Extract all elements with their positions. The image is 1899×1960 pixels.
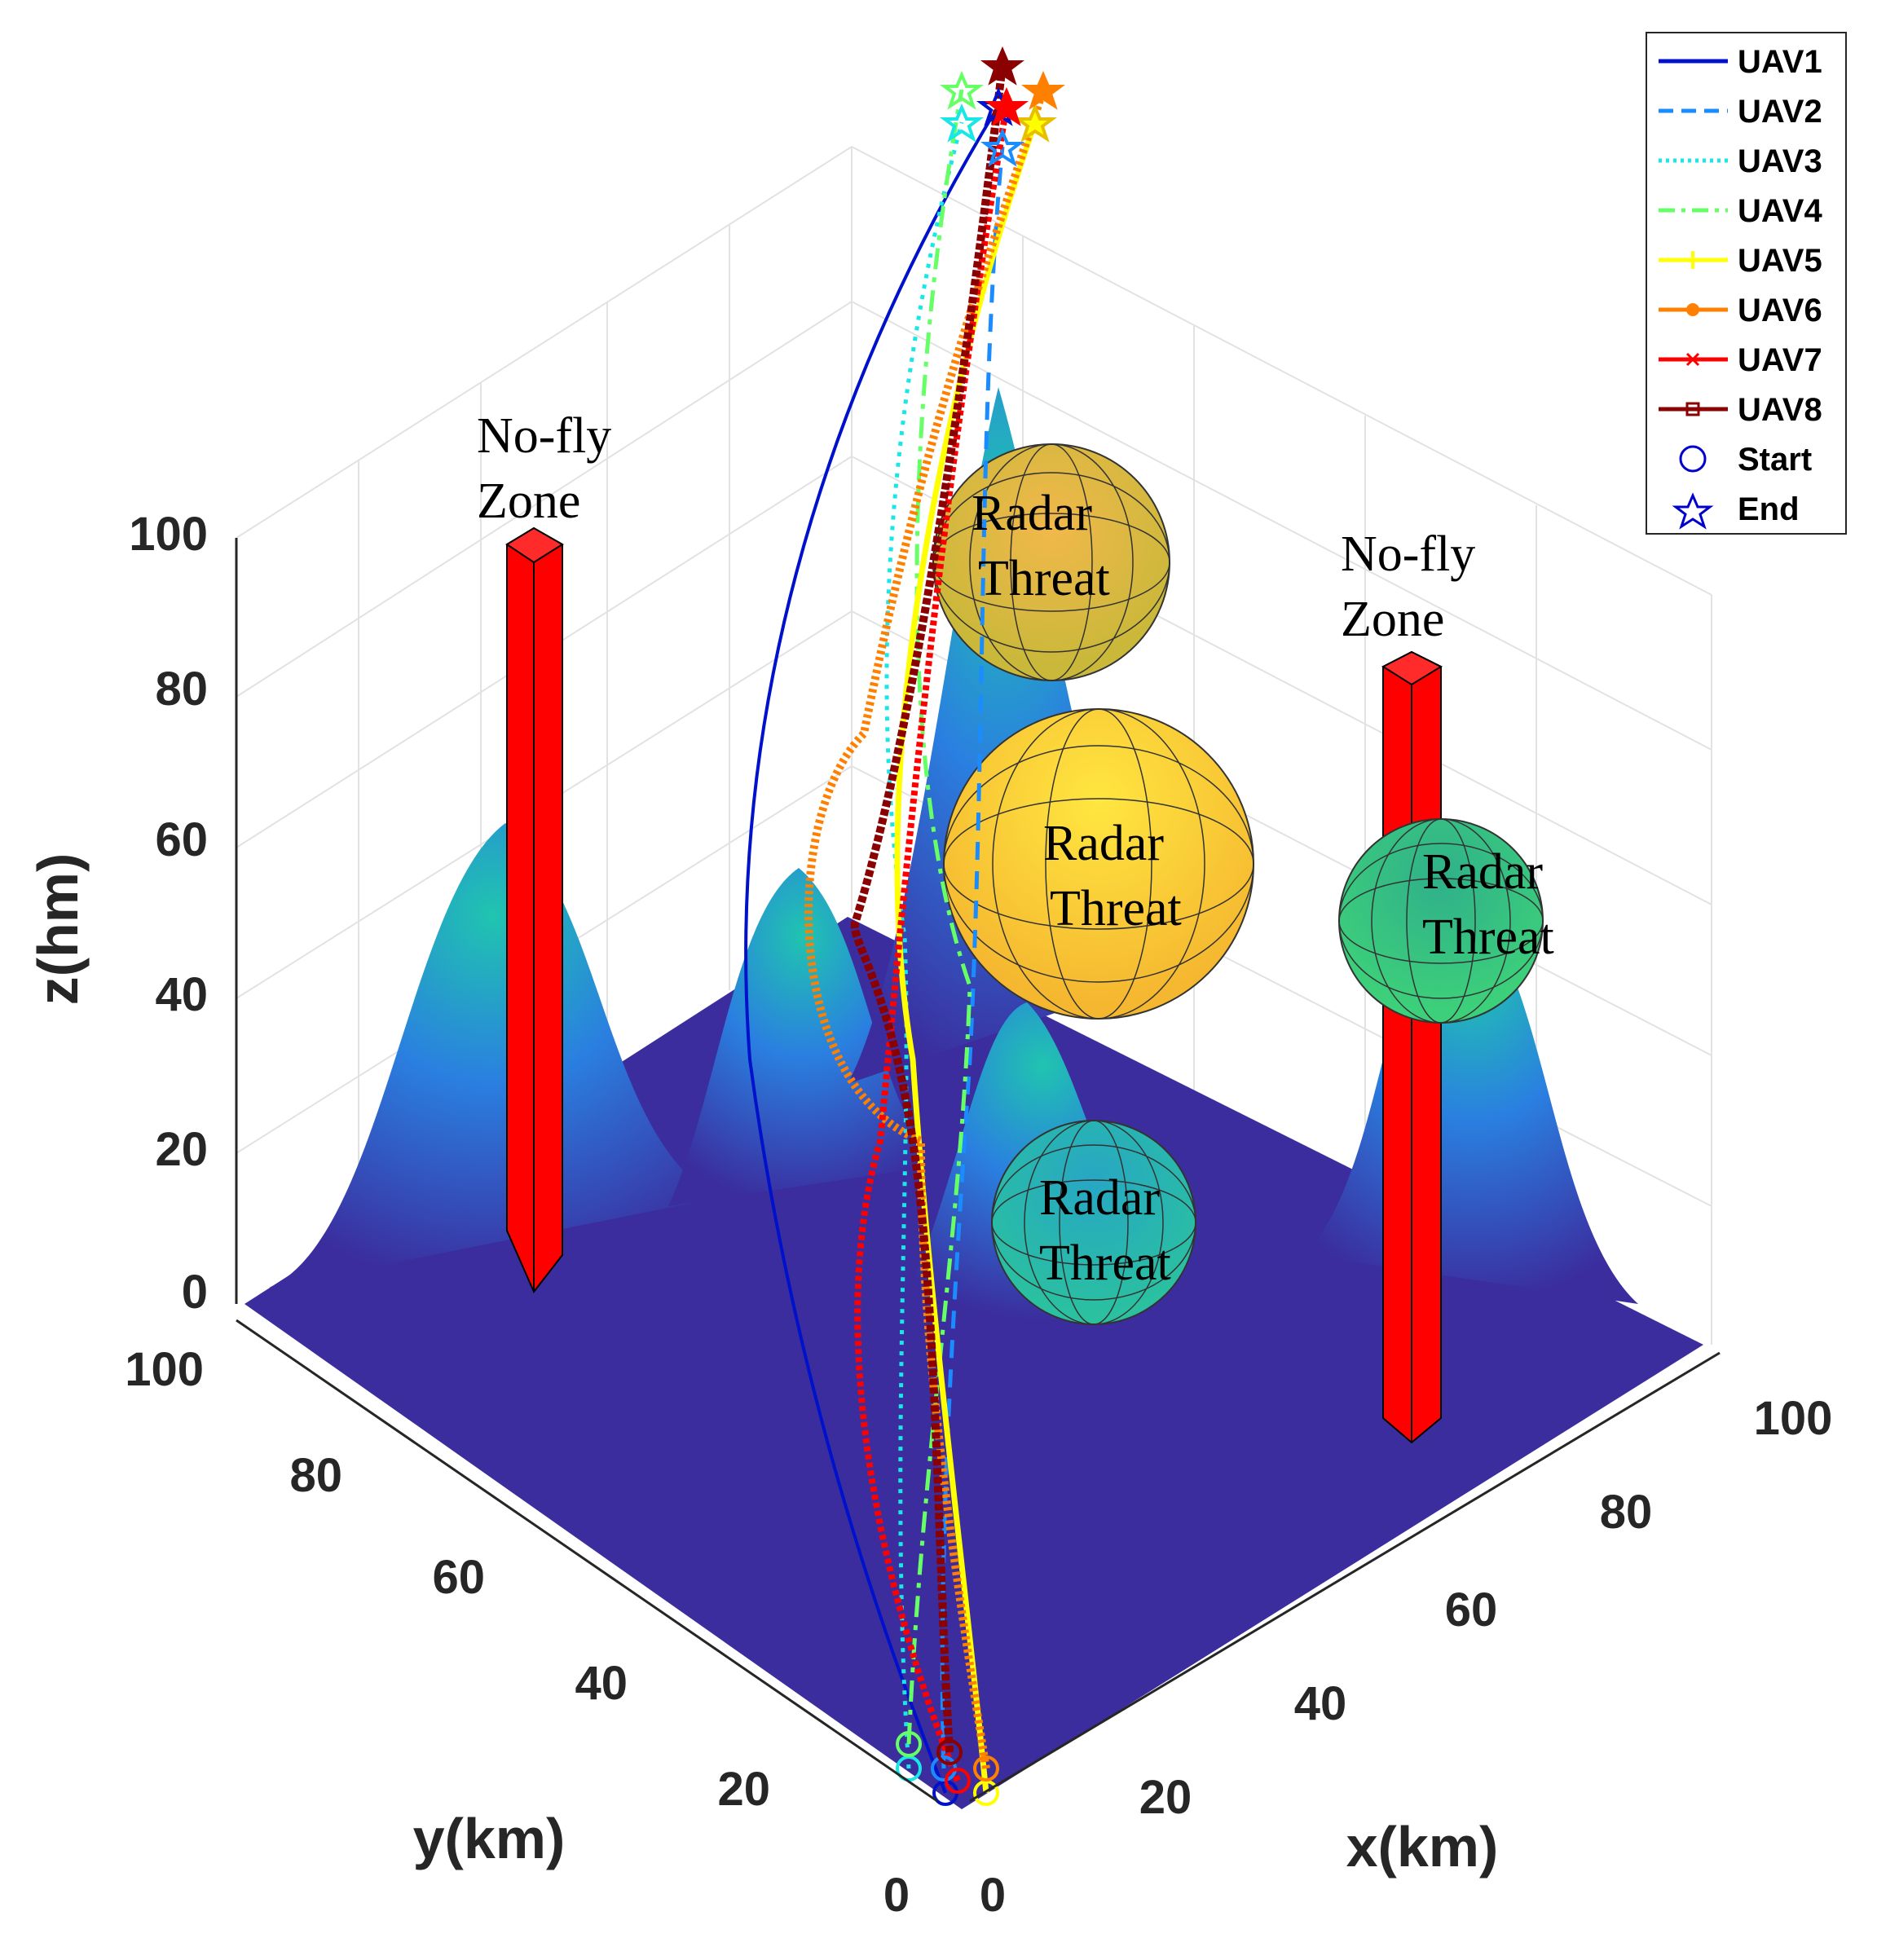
end-markers <box>940 46 1065 167</box>
z-axis-label: z(hm) <box>26 853 90 1006</box>
radar-sphere-4 <box>1338 818 1544 1024</box>
end-uav2 <box>980 127 1024 167</box>
legend-label-start: Start <box>1738 442 1812 478</box>
start-uav4 <box>896 1731 922 1757</box>
z-axis: 100 80 60 40 20 0 z(hm) <box>26 508 238 1319</box>
y-tick-100: 100 <box>125 1343 204 1396</box>
radar-4-line2: Threat <box>1422 910 1554 965</box>
legend-uav3: UAV3 <box>1659 143 1822 179</box>
start-markers <box>896 1731 999 1806</box>
y-tick-20: 20 <box>717 1763 770 1816</box>
legend-uav6: UAV6 <box>1659 293 1822 328</box>
nofly-2-line2: Zone <box>1341 592 1444 647</box>
radar-4-line1: Radar <box>1422 844 1543 900</box>
x-tick-20: 20 <box>1139 1771 1192 1824</box>
x-tick-0: 0 <box>980 1869 1006 1922</box>
legend-uav7: UAV7 <box>1659 342 1822 378</box>
y-tick-80: 80 <box>289 1449 342 1502</box>
legend-label-uav5: UAV5 <box>1738 243 1822 279</box>
nofly-2-line1: No-fly <box>1341 526 1475 582</box>
x-tick-60: 60 <box>1445 1583 1498 1636</box>
legend-label-uav7: UAV7 <box>1738 342 1822 378</box>
path-uav2 <box>940 146 1005 1769</box>
x-tick-40: 40 <box>1294 1677 1347 1730</box>
z-tick-0: 0 <box>182 1266 208 1319</box>
legend-end: End <box>1672 491 1800 530</box>
legend-end-icon <box>1672 492 1714 530</box>
z-tick-80: 80 <box>155 663 208 716</box>
y-axis: 100 80 60 40 20 0 y(km) <box>125 1319 938 1922</box>
radar-sphere-3 <box>991 1120 1196 1325</box>
legend-label-uav2: UAV2 <box>1738 94 1822 130</box>
nofly-zone-2 <box>1381 650 1443 1444</box>
z-tick-40: 40 <box>155 968 208 1021</box>
legend-uav2: UAV2 <box>1659 94 1822 130</box>
legend: UAV1 UAV2 UAV3 UAV4 UAV5 UAV6 UAV7 <box>1646 32 1847 535</box>
terrain-peak-left <box>269 823 717 1288</box>
x-axis-label: x(km) <box>1346 1815 1499 1879</box>
x-tick-100: 100 <box>1754 1392 1833 1445</box>
radar-3-line2: Threat <box>1039 1235 1171 1291</box>
radar-1-line1: Radar <box>972 486 1092 541</box>
legend-label-end: End <box>1738 491 1800 527</box>
radar-sphere-2 <box>943 708 1254 1020</box>
legend-uav8: UAV8 <box>1659 392 1822 428</box>
end-uav4 <box>940 70 984 110</box>
path-uav3 <box>884 121 964 1769</box>
nofly-1-line2: Zone <box>477 473 580 529</box>
legend-label-uav4: UAV4 <box>1738 193 1822 229</box>
legend-start-icon <box>1679 445 1707 473</box>
radar-sphere-1 <box>932 443 1170 681</box>
end-uav3 <box>940 103 984 143</box>
y-tick-40: 40 <box>575 1657 628 1710</box>
radar-2-line2: Threat <box>1050 881 1182 936</box>
legend-start: Start <box>1679 442 1812 478</box>
start-uav8 <box>936 1739 963 1765</box>
path-uav5 <box>894 121 1038 1794</box>
legend-label-uav3: UAV3 <box>1738 143 1822 179</box>
y-axis-label: y(km) <box>413 1807 566 1870</box>
end-uav5 <box>1013 103 1057 143</box>
annotations: No-fly Zone No-fly Zone Radar Threat Rad… <box>477 408 1554 1291</box>
radar-1-line2: Threat <box>978 551 1110 606</box>
nofly-1-line1: No-fly <box>477 408 611 464</box>
z-tick-100: 100 <box>129 508 208 561</box>
uav-paths <box>744 64 1047 1794</box>
y-tick-60: 60 <box>432 1551 485 1604</box>
terrain-peak-mid <box>668 868 937 1206</box>
x-tick-80: 80 <box>1600 1486 1653 1539</box>
path-uav7 <box>854 105 1010 1782</box>
z-tick-60: 60 <box>155 813 208 866</box>
y-tick-0: 0 <box>883 1869 910 1922</box>
x-axis: 0 20 40 60 80 100 x(km) <box>969 1351 1833 1922</box>
legend-label-uav1: UAV1 <box>1738 44 1822 80</box>
end-uav7 <box>985 86 1029 126</box>
end-uav8 <box>980 46 1024 86</box>
start-uav7 <box>945 1768 971 1794</box>
end-uav6 <box>1021 70 1065 110</box>
legend-box <box>1646 32 1847 535</box>
legend-label-uav6: UAV6 <box>1738 293 1822 328</box>
nofly-zone-1 <box>505 526 564 1293</box>
legend-label-uav8: UAV8 <box>1738 392 1822 428</box>
legend-uav4: UAV4 <box>1659 193 1822 229</box>
radar-3-line1: Radar <box>1039 1170 1160 1226</box>
z-tick-20: 20 <box>155 1123 208 1176</box>
path-uav1 <box>744 104 1000 1794</box>
start-uav6 <box>973 1755 999 1782</box>
legend-uav1: UAV1 <box>1659 44 1822 80</box>
radar-2-line1: Radar <box>1043 816 1164 871</box>
path-uav4 <box>906 89 972 1745</box>
legend-uav5: UAV5 <box>1659 243 1822 279</box>
path-uav8 <box>850 64 1007 1753</box>
